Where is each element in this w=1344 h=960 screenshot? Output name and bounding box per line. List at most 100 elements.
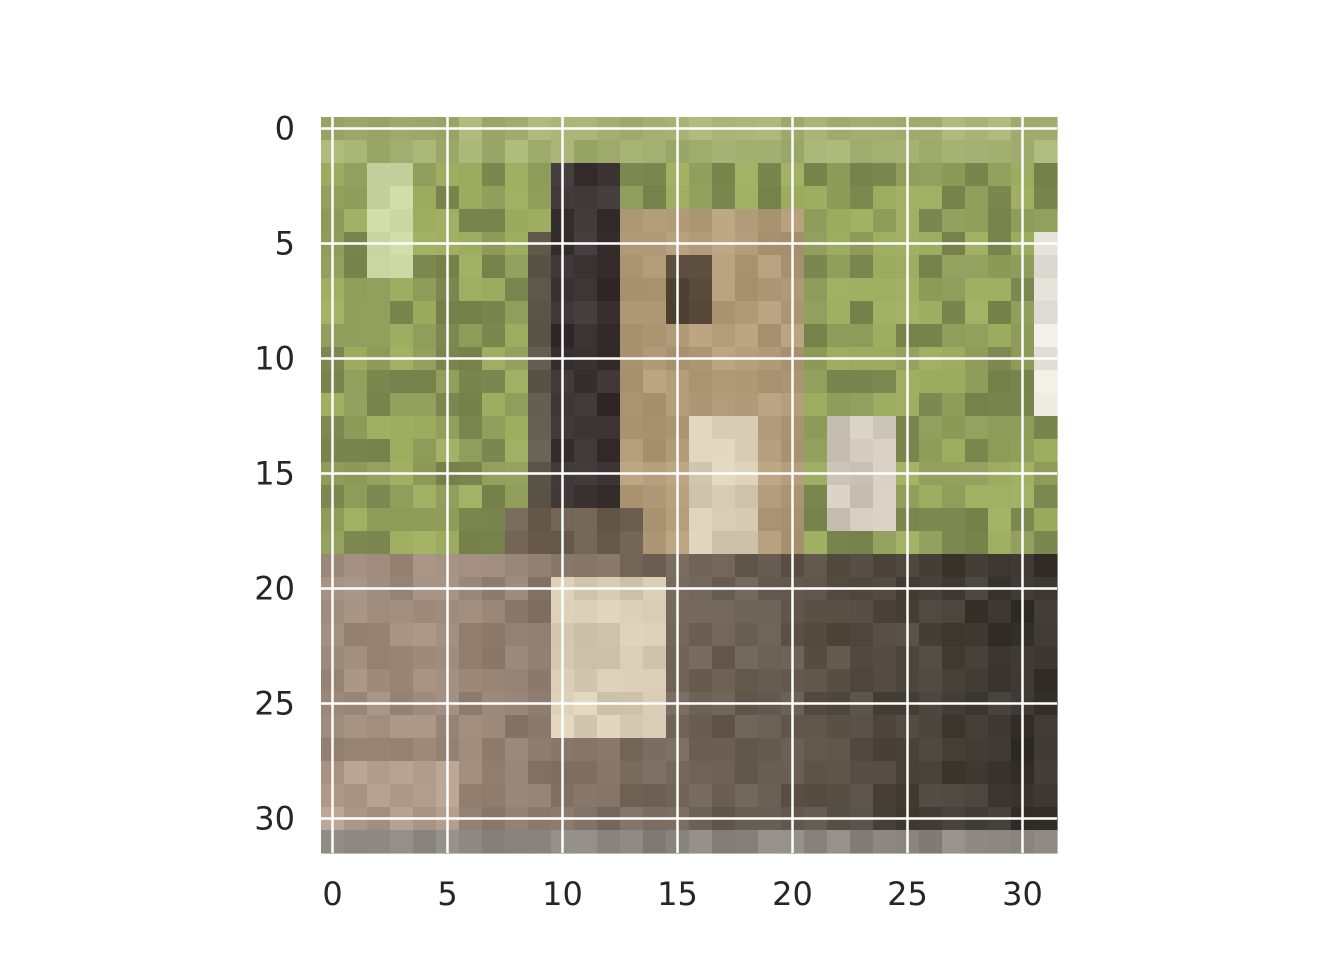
pixel-cell bbox=[919, 761, 943, 785]
pixel-cell bbox=[528, 209, 552, 233]
pixel-cell bbox=[689, 140, 713, 164]
pixel-cell bbox=[988, 784, 1012, 808]
pixel-cell bbox=[965, 416, 989, 440]
pixel-cell bbox=[643, 186, 667, 210]
pixel-cell bbox=[758, 416, 782, 440]
pixel-cell bbox=[873, 830, 897, 854]
pixel-cell bbox=[367, 485, 391, 509]
pixel-cell bbox=[712, 784, 736, 808]
pixel-cell bbox=[643, 600, 667, 624]
pixel-cell bbox=[482, 508, 506, 532]
pixel-cell bbox=[574, 761, 598, 785]
pixel-cell bbox=[367, 209, 391, 233]
x-axis-ticks: 0 5 10 15 20 25 30 bbox=[322, 875, 1043, 913]
pixel-cell bbox=[735, 370, 759, 394]
pixel-cell bbox=[873, 715, 897, 739]
pixel-cell bbox=[367, 439, 391, 463]
pixel-cell bbox=[735, 301, 759, 325]
pixel-cell bbox=[735, 278, 759, 302]
pixel-cell bbox=[919, 439, 943, 463]
pixel-cell bbox=[574, 324, 598, 348]
pixel-cell bbox=[942, 554, 966, 578]
pixel-cell bbox=[413, 738, 437, 762]
pixel-cell bbox=[965, 531, 989, 555]
pixel-cell bbox=[367, 784, 391, 808]
pixel-cell bbox=[850, 600, 874, 624]
pixel-cell bbox=[413, 623, 437, 647]
x-tick-label: 20 bbox=[772, 875, 813, 913]
pixel-cell bbox=[482, 646, 506, 670]
pixel-cell bbox=[873, 278, 897, 302]
pixel-cell bbox=[965, 163, 989, 187]
pixel-cell bbox=[712, 485, 736, 509]
pixel-cell bbox=[965, 278, 989, 302]
pixel-cell bbox=[850, 140, 874, 164]
pixel-cell bbox=[620, 669, 644, 693]
pixel-cell bbox=[873, 554, 897, 578]
pixel-cell bbox=[390, 784, 414, 808]
pixel-cell bbox=[528, 830, 552, 854]
pixel-cell bbox=[643, 761, 667, 785]
pixel-cell bbox=[390, 324, 414, 348]
pixel-cell bbox=[850, 784, 874, 808]
pixel-cell bbox=[919, 140, 943, 164]
pixel-cell bbox=[850, 669, 874, 693]
pixel-cell bbox=[942, 186, 966, 210]
pixel-cell bbox=[942, 416, 966, 440]
pixel-cell bbox=[620, 370, 644, 394]
pixel-cell bbox=[505, 209, 529, 233]
pixel-image bbox=[321, 117, 1058, 854]
pixel-cell bbox=[850, 439, 874, 463]
pixel-cell bbox=[344, 738, 368, 762]
pixel-cell bbox=[597, 209, 621, 233]
pixel-cell bbox=[505, 485, 529, 509]
pixel-cell bbox=[367, 600, 391, 624]
pixel-cell bbox=[620, 784, 644, 808]
pixel-cell bbox=[965, 255, 989, 279]
pixel-cell bbox=[942, 370, 966, 394]
pixel-cell bbox=[827, 370, 851, 394]
pixel-cell bbox=[942, 439, 966, 463]
pixel-cell bbox=[597, 830, 621, 854]
pixel-cell bbox=[919, 186, 943, 210]
pixel-cell bbox=[344, 600, 368, 624]
pixel-cell bbox=[413, 784, 437, 808]
pixel-cell bbox=[827, 301, 851, 325]
pixel-cell bbox=[1034, 324, 1058, 348]
pixel-cell bbox=[643, 485, 667, 509]
pixel-cell bbox=[620, 531, 644, 555]
pixel-cell bbox=[367, 531, 391, 555]
pixel-cell bbox=[1034, 554, 1058, 578]
pixel-cell bbox=[620, 140, 644, 164]
pixel-cell bbox=[413, 209, 437, 233]
pixel-cell bbox=[482, 669, 506, 693]
pixel-cell bbox=[459, 646, 483, 670]
pixel-cell bbox=[413, 140, 437, 164]
pixel-cell bbox=[505, 324, 529, 348]
pixel-cell bbox=[528, 163, 552, 187]
pixel-cell bbox=[574, 255, 598, 279]
pixel-cell bbox=[574, 646, 598, 670]
pixel-cell bbox=[1034, 393, 1058, 417]
pixel-cell bbox=[758, 163, 782, 187]
pixel-cell bbox=[643, 370, 667, 394]
pixel-cell bbox=[528, 669, 552, 693]
pixel-cell bbox=[390, 439, 414, 463]
pixel-cell bbox=[620, 830, 644, 854]
pixel-cell bbox=[482, 255, 506, 279]
pixel-cell bbox=[735, 163, 759, 187]
pixel-cell bbox=[528, 554, 552, 578]
pixel-cell bbox=[344, 623, 368, 647]
pixel-cell bbox=[689, 600, 713, 624]
pixel-cell bbox=[597, 623, 621, 647]
pixel-cell bbox=[965, 646, 989, 670]
pixel-cell bbox=[574, 163, 598, 187]
pixel-cell bbox=[390, 600, 414, 624]
pixel-cell bbox=[528, 416, 552, 440]
pixel-cell bbox=[988, 715, 1012, 739]
pixel-cell bbox=[620, 600, 644, 624]
pixel-cell bbox=[597, 163, 621, 187]
pixel-cell bbox=[712, 600, 736, 624]
pixel-cell bbox=[367, 416, 391, 440]
pixel-cell bbox=[1034, 669, 1058, 693]
